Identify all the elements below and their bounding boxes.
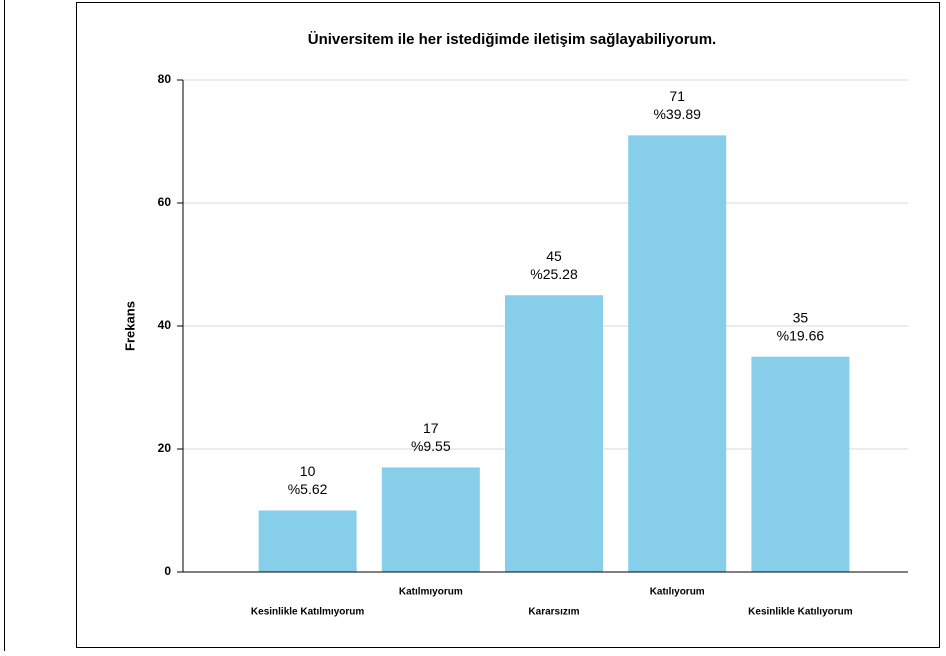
bar [628,135,727,572]
value-label: 10 [300,463,316,479]
percent-label: %19.66 [777,327,825,343]
x-tick-label: Kesinlikle Katılmıyorum [251,607,364,618]
percent-label: %39.89 [653,106,701,122]
bar [258,510,357,572]
y-tick-label: 0 [164,564,171,578]
y-tick-label: 60 [158,195,172,209]
chart-title: Üniversitem ile her istediğimde iletişim… [308,31,716,48]
y-tick-label: 20 [158,441,172,455]
y-axis-label: Frekans [122,301,137,351]
bar [505,295,603,572]
y-tick-label: 80 [158,72,172,86]
value-label: 35 [793,309,809,325]
bar [751,356,850,572]
percent-label: %9.55 [411,438,451,454]
y-tick-label: 40 [158,318,172,332]
value-label: 45 [546,248,562,264]
percent-label: %5.62 [288,481,328,497]
bar [381,467,480,572]
x-tick-label: Kesinlikle Katılıyorum [748,607,853,618]
percent-label: %25.28 [530,266,578,282]
value-label: 71 [669,88,685,104]
x-tick-label: Kararsızım [528,607,579,618]
x-tick-label: Katılıyorum [650,587,705,598]
x-tick-label: Katılmıyorum [399,587,463,598]
value-label: 17 [423,420,439,436]
